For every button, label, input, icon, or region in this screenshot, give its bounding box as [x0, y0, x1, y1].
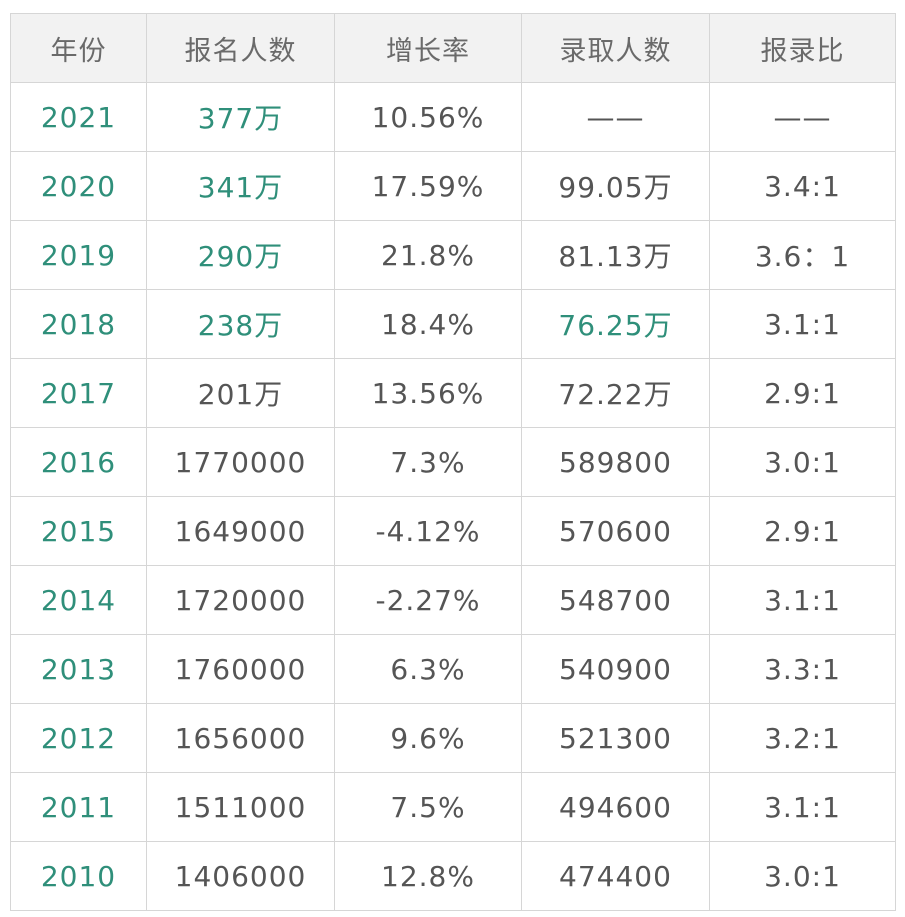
cell-growth: 21.8% — [334, 220, 522, 290]
table-row: 2021 377万 10.56% —— —— — [10, 82, 896, 152]
table-row: 2020 341万 17.59% 99.05万 3.4:1 — [10, 151, 896, 221]
table-row: 2010 1406000 12.8% 474400 3.0:1 — [10, 841, 896, 911]
cell-growth: 9.6% — [334, 703, 522, 773]
cell-year: 2016 — [10, 427, 147, 497]
cell-ratio: 3.1:1 — [709, 289, 896, 359]
cell-admitted: 72.22万 — [521, 358, 710, 428]
cell-year: 2014 — [10, 565, 147, 635]
cell-applicants: 1770000 — [146, 427, 335, 497]
header-applicants: 报名人数 — [146, 13, 335, 83]
cell-year: 2012 — [10, 703, 147, 773]
cell-admitted: —— — [521, 82, 710, 152]
cell-year: 2020 — [10, 151, 147, 221]
cell-growth: 6.3% — [334, 634, 522, 704]
cell-growth: 7.3% — [334, 427, 522, 497]
cell-applicants: 1720000 — [146, 565, 335, 635]
table-row: 2012 1656000 9.6% 521300 3.2:1 — [10, 703, 896, 773]
cell-ratio: 3.0:1 — [709, 427, 896, 497]
table-row: 2018 238万 18.4% 76.25万 3.1:1 — [10, 289, 896, 359]
cell-applicants: 1656000 — [146, 703, 335, 773]
cell-applicants: 341万 — [146, 151, 335, 221]
stats-table-container: 年份 报名人数 增长率 录取人数 报录比 2021 377万 10.56% ——… — [10, 13, 896, 911]
table-row: 2011 1511000 7.5% 494600 3.1:1 — [10, 772, 896, 842]
cell-year: 2017 — [10, 358, 147, 428]
cell-applicants: 1760000 — [146, 634, 335, 704]
cell-growth: -2.27% — [334, 565, 522, 635]
cell-applicants: 1406000 — [146, 841, 335, 911]
cell-growth: 17.59% — [334, 151, 522, 221]
cell-ratio: 2.9:1 — [709, 496, 896, 566]
cell-growth: -4.12% — [334, 496, 522, 566]
cell-growth: 12.8% — [334, 841, 522, 911]
cell-admitted: 99.05万 — [521, 151, 710, 221]
cell-year: 2013 — [10, 634, 147, 704]
cell-applicants: 201万 — [146, 358, 335, 428]
table-row: 2017 201万 13.56% 72.22万 2.9:1 — [10, 358, 896, 428]
cell-ratio: 3.6：1 — [709, 220, 896, 290]
cell-year: 2019 — [10, 220, 147, 290]
cell-admitted: 589800 — [521, 427, 710, 497]
cell-growth: 18.4% — [334, 289, 522, 359]
header-row: 年份 报名人数 增长率 录取人数 报录比 — [10, 13, 896, 83]
admissions-table: 年份 报名人数 增长率 录取人数 报录比 2021 377万 10.56% ——… — [10, 13, 896, 911]
table-row: 2013 1760000 6.3% 540900 3.3:1 — [10, 634, 896, 704]
cell-applicants: 290万 — [146, 220, 335, 290]
cell-applicants: 1649000 — [146, 496, 335, 566]
header-year: 年份 — [10, 13, 147, 83]
table-row: 2016 1770000 7.3% 589800 3.0:1 — [10, 427, 896, 497]
cell-admitted: 494600 — [521, 772, 710, 842]
table-header: 年份 报名人数 增长率 录取人数 报录比 — [10, 13, 896, 83]
cell-admitted: 474400 — [521, 841, 710, 911]
cell-admitted: 540900 — [521, 634, 710, 704]
cell-applicants: 238万 — [146, 289, 335, 359]
cell-applicants: 1511000 — [146, 772, 335, 842]
cell-year: 2015 — [10, 496, 147, 566]
cell-ratio: 3.1:1 — [709, 565, 896, 635]
table-row: 2019 290万 21.8% 81.13万 3.6：1 — [10, 220, 896, 290]
header-growth: 增长率 — [334, 13, 522, 83]
cell-year: 2011 — [10, 772, 147, 842]
cell-growth: 13.56% — [334, 358, 522, 428]
cell-admitted: 76.25万 — [521, 289, 710, 359]
cell-admitted: 521300 — [521, 703, 710, 773]
cell-growth: 7.5% — [334, 772, 522, 842]
cell-growth: 10.56% — [334, 82, 522, 152]
table-body: 2021 377万 10.56% —— —— 2020 341万 17.59% … — [10, 82, 896, 911]
header-ratio: 报录比 — [709, 13, 896, 83]
cell-ratio: 3.4:1 — [709, 151, 896, 221]
cell-ratio: —— — [709, 82, 896, 152]
cell-year: 2010 — [10, 841, 147, 911]
cell-year: 2021 — [10, 82, 147, 152]
cell-ratio: 3.1:1 — [709, 772, 896, 842]
cell-ratio: 3.0:1 — [709, 841, 896, 911]
cell-ratio: 3.2:1 — [709, 703, 896, 773]
table-row: 2015 1649000 -4.12% 570600 2.9:1 — [10, 496, 896, 566]
cell-ratio: 2.9:1 — [709, 358, 896, 428]
cell-admitted: 548700 — [521, 565, 710, 635]
table-row: 2014 1720000 -2.27% 548700 3.1:1 — [10, 565, 896, 635]
cell-applicants: 377万 — [146, 82, 335, 152]
cell-year: 2018 — [10, 289, 147, 359]
cell-admitted: 81.13万 — [521, 220, 710, 290]
cell-ratio: 3.3:1 — [709, 634, 896, 704]
cell-admitted: 570600 — [521, 496, 710, 566]
header-admitted: 录取人数 — [521, 13, 710, 83]
